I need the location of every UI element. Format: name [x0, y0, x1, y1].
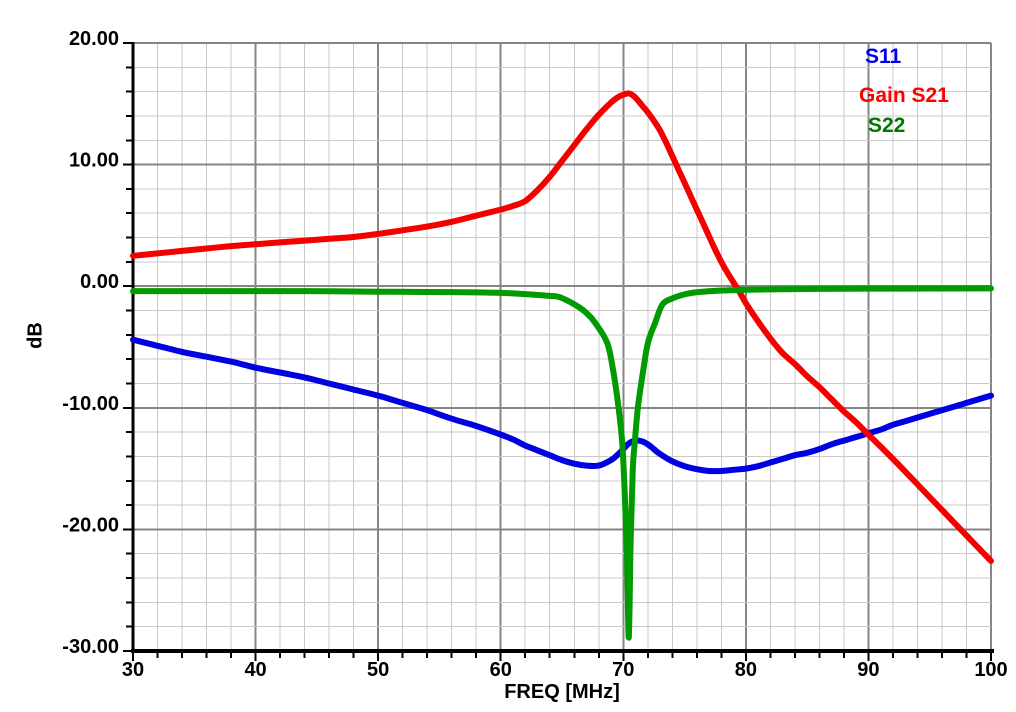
y-axis-title: dB	[24, 322, 47, 349]
s22-curve	[130, 285, 994, 641]
x-tick-label: 50	[367, 659, 389, 681]
y-tick-label: -30.00	[62, 636, 119, 658]
x-tick-label: 30	[122, 659, 144, 681]
y-tick-label: -20.00	[62, 514, 119, 536]
y-tick-label: 0.00	[80, 271, 119, 293]
y-tick-label: -10.00	[62, 393, 119, 415]
legend-item-s11: S11	[865, 45, 902, 68]
x-tick-label: 60	[490, 659, 512, 681]
x-tick-label: 90	[857, 659, 879, 681]
legend-item-gain-s21: Gain S21	[859, 84, 949, 107]
gain-s21-curve	[130, 90, 994, 564]
x-tick-label: 80	[735, 659, 757, 681]
axes	[123, 42, 994, 661]
y-tick-label: 10.00	[69, 150, 119, 172]
x-tick-label: 70	[612, 659, 634, 681]
x-tick-label: 100	[974, 659, 1007, 681]
x-axis-title: FREQ [MHz]	[504, 681, 620, 703]
tick-labels: 30 40 50 60 70 80 90 100 20.00 10.00 0.00 -10.00 -20…	[62, 28, 1007, 681]
gridlines	[133, 42, 992, 651]
legend-item-s22: S22	[868, 114, 906, 137]
curves	[130, 90, 994, 641]
y-tick-label: 20.00	[69, 28, 119, 50]
x-tick-label: 40	[244, 659, 266, 681]
